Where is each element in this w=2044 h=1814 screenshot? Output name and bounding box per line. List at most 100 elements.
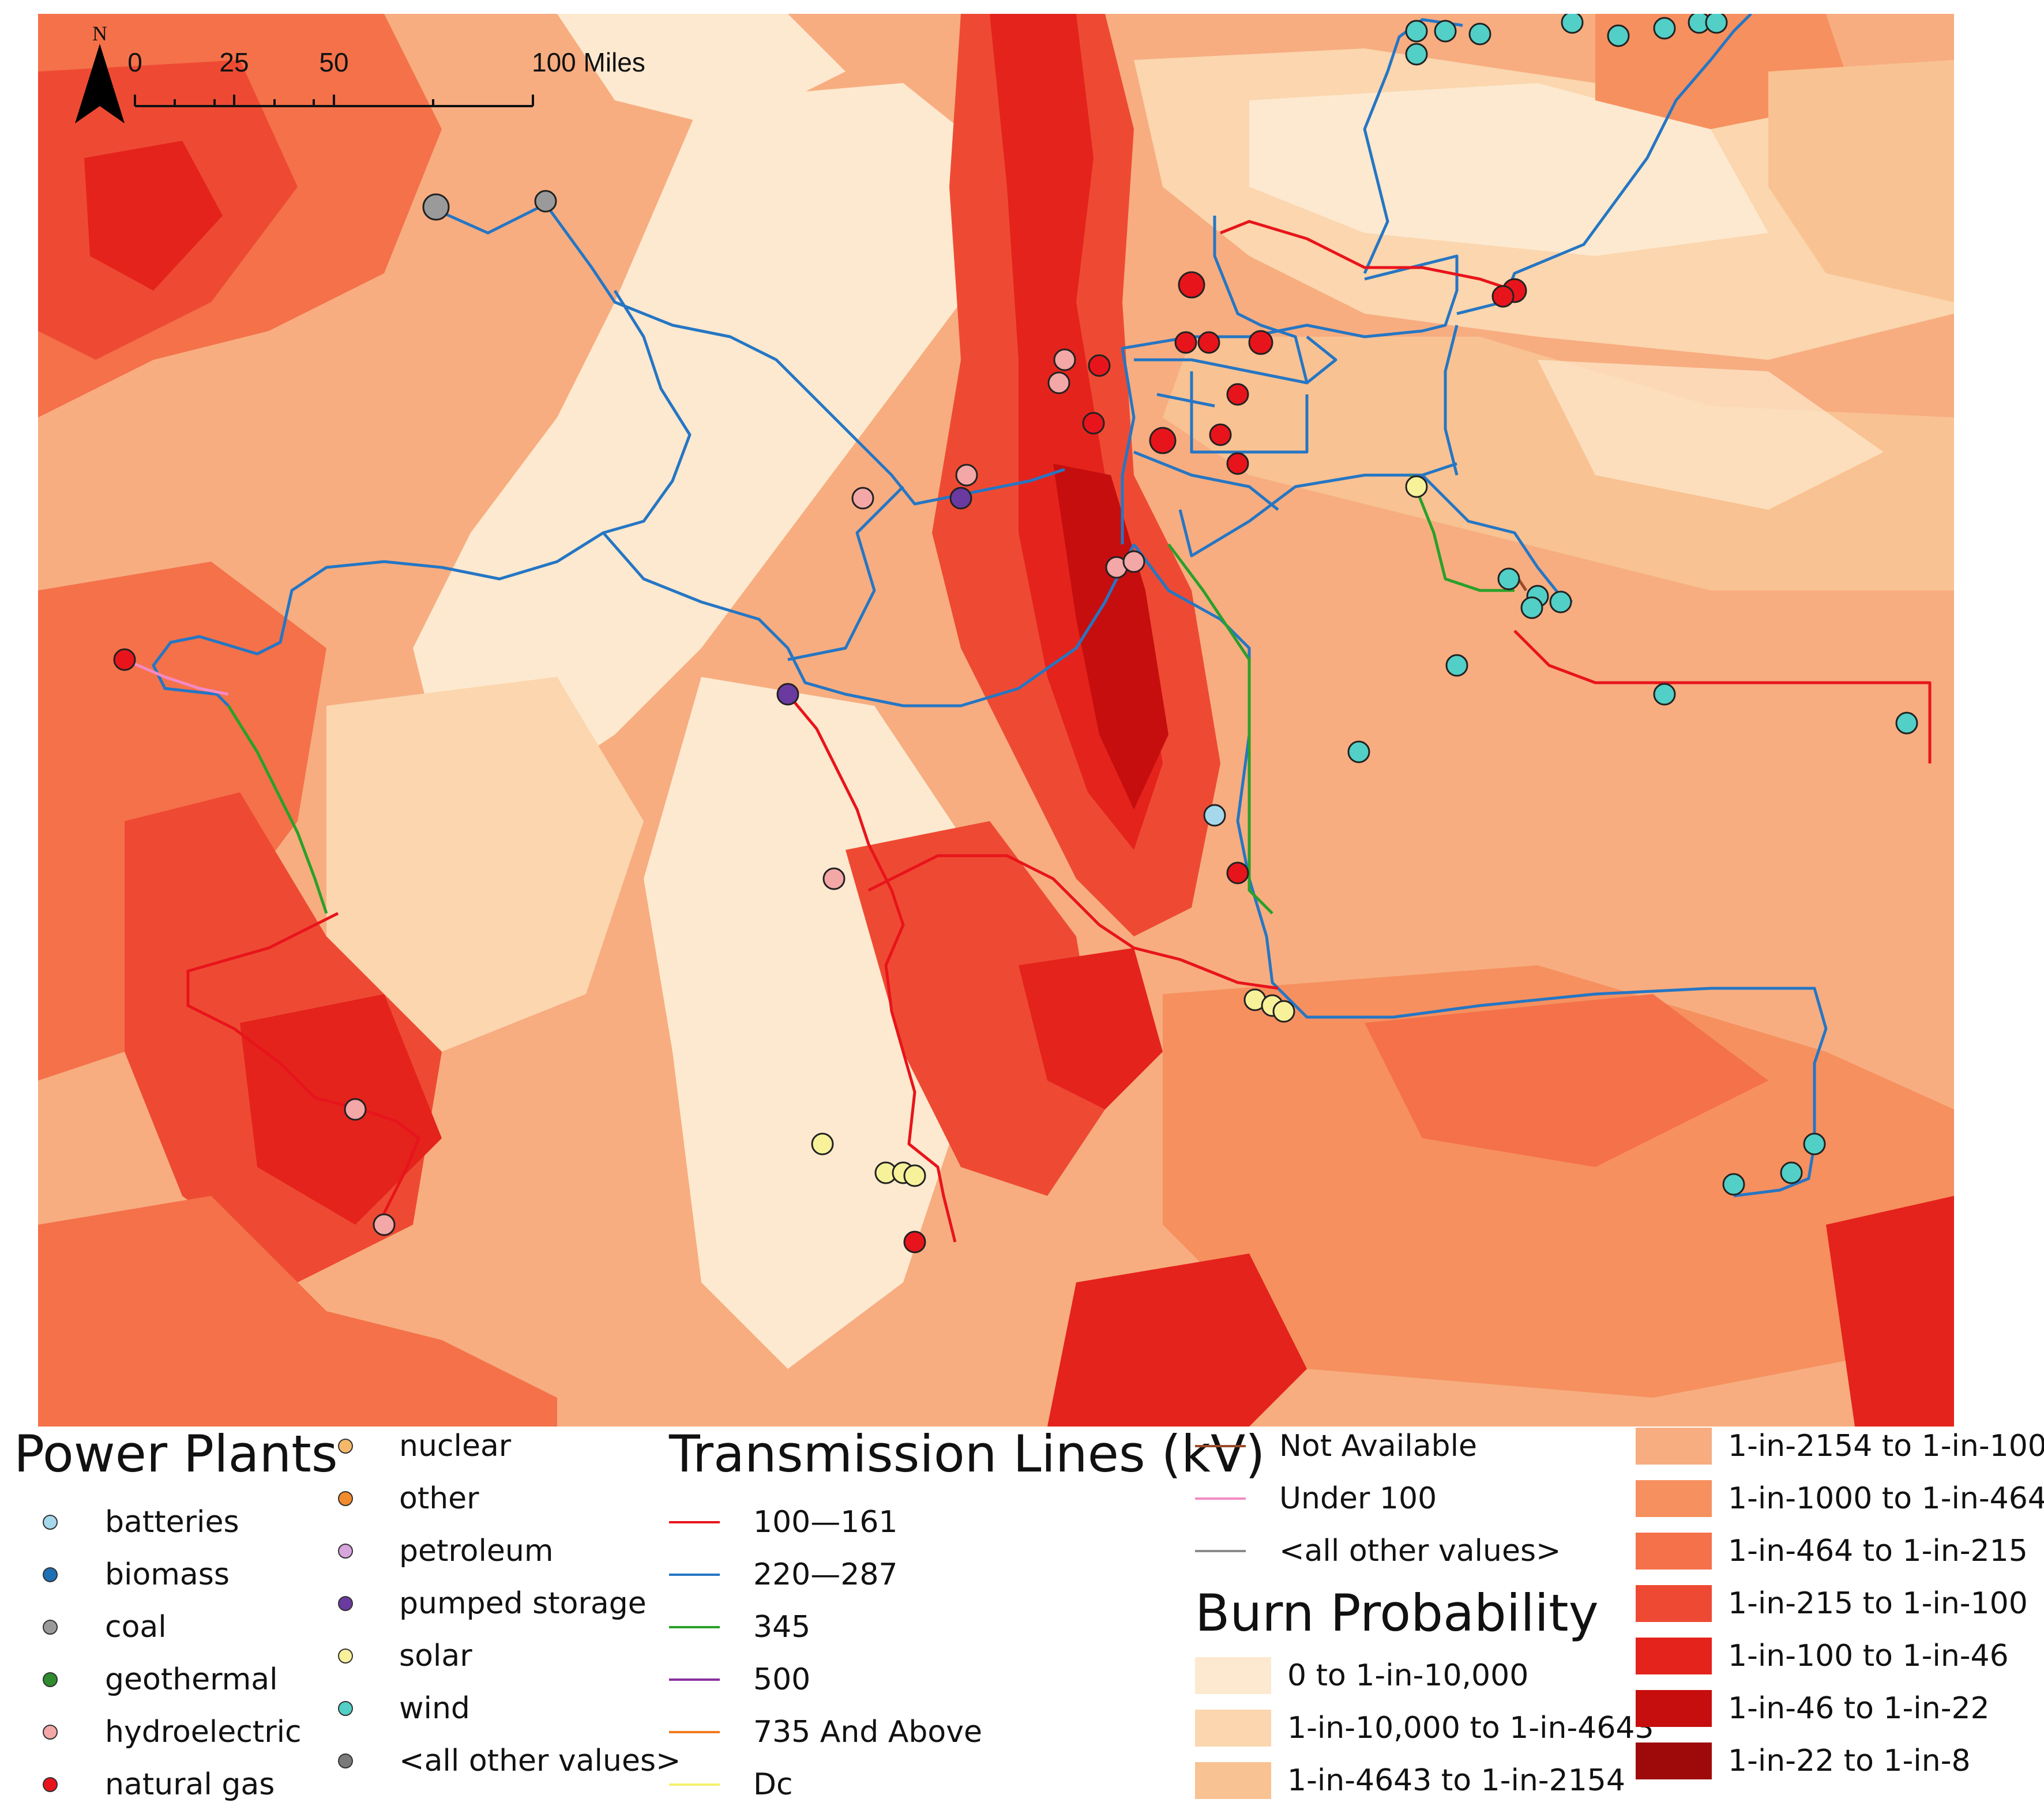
wind-plant-marker[interactable] <box>1405 43 1428 66</box>
transmission-line-under-100[interactable] <box>124 658 229 696</box>
natural-gas-plant-marker[interactable] <box>1248 330 1273 355</box>
transmission-line-345[interactable] <box>1167 543 1273 914</box>
wind-plant-marker[interactable] <box>1549 590 1572 614</box>
burn-probability-legend-item: 1-in-100 to 1-in-46 <box>1636 1633 2009 1679</box>
power-plant-legend-symbol <box>338 1649 353 1664</box>
power-plant-legend-label: coal <box>105 1610 167 1644</box>
transmission-line-100-161[interactable] <box>787 693 957 1243</box>
transmission-line-100-161[interactable] <box>186 912 420 1236</box>
transmission-line-legend-label: 500 <box>753 1662 811 1697</box>
natural-gas-plant-marker[interactable] <box>1209 423 1232 446</box>
wind-plant-marker[interactable] <box>1722 1173 1745 1196</box>
wind-plant-marker[interactable] <box>1434 20 1457 43</box>
hydroelectric-plant-marker[interactable] <box>822 867 846 890</box>
natural-gas-plant-marker[interactable] <box>1226 452 1249 475</box>
transmission-line-legend-label: 735 And Above <box>753 1715 983 1749</box>
natural-gas-plant-marker[interactable] <box>1491 285 1515 308</box>
natural-gas-plant-marker[interactable] <box>1226 861 1249 885</box>
hydroelectric-plant-marker[interactable] <box>1053 348 1076 371</box>
transmission-line-legend-item: 735 And Above <box>669 1709 982 1755</box>
hydroelectric-plant-marker[interactable] <box>955 464 978 487</box>
power-plant-legend-label: natural gas <box>105 1767 275 1802</box>
solar-plant-marker[interactable] <box>811 1132 834 1156</box>
hydroelectric-plant-marker[interactable] <box>1047 371 1070 394</box>
power-plant-legend-symbol <box>338 1596 353 1611</box>
batteries-plant-marker[interactable] <box>1203 804 1226 827</box>
burn-probability-legend-label: 1-in-46 to 1-in-22 <box>1728 1691 1990 1726</box>
wind-plant-marker[interactable] <box>1803 1132 1826 1156</box>
hydroelectric-plant-marker[interactable] <box>851 487 874 510</box>
coal-plant-marker[interactable] <box>422 193 450 221</box>
burn-probability-legend-title: Burn Probability <box>1195 1583 1599 1643</box>
transmission-line-100-161[interactable] <box>1220 220 1515 292</box>
wind-plant-marker[interactable] <box>1561 14 1584 34</box>
power-plant-legend-label: geothermal <box>105 1662 278 1697</box>
burn-probability-legend-item: 1-in-464 to 1-in-215 <box>1636 1528 2028 1574</box>
power-plant-legend-label: petroleum <box>399 1534 554 1568</box>
wind-plant-marker[interactable] <box>1780 1161 1803 1184</box>
pumped-storage-plant-marker[interactable] <box>776 683 799 706</box>
power-plant-legend-label: hydroelectric <box>105 1715 302 1749</box>
natural-gas-plant-marker[interactable] <box>1226 383 1249 406</box>
scale-bar: 0 25 50 100 Miles <box>127 47 645 107</box>
power-plant-legend-item: <all other values> <box>338 1738 681 1784</box>
natural-gas-plant-marker[interactable] <box>1174 331 1197 354</box>
natural-gas-plant-marker[interactable] <box>903 1230 926 1254</box>
power-plant-legend-symbol <box>43 1725 58 1740</box>
transmission-line-220-287[interactable] <box>602 532 1136 707</box>
transmission-line-legend-symbol <box>669 1521 720 1523</box>
transmission-line-220-287[interactable] <box>1121 254 1459 544</box>
hydroelectric-plant-marker[interactable] <box>373 1213 396 1236</box>
transmission-line-100-161[interactable] <box>1513 630 1932 763</box>
transmission-line-legend-symbol <box>669 1678 720 1681</box>
transmission-line-220-287[interactable] <box>787 486 904 661</box>
transmission-line-220-287[interactable] <box>152 289 692 707</box>
solar-plant-marker[interactable] <box>1272 1000 1295 1023</box>
power-plant-legend-item: coal <box>43 1604 167 1650</box>
wind-plant-marker[interactable] <box>1520 596 1543 619</box>
solar-plant-marker[interactable] <box>1405 475 1428 498</box>
burn-probability-legend-label: 0 to 1-in-10,000 <box>1287 1658 1529 1693</box>
natural-gas-plant-marker[interactable] <box>113 648 136 671</box>
solar-plant-marker[interactable] <box>903 1164 926 1187</box>
power-plant-legend-label: solar <box>399 1639 472 1673</box>
wind-plant-marker[interactable] <box>1405 20 1428 43</box>
natural-gas-plant-marker[interactable] <box>1197 331 1220 354</box>
wind-plant-marker[interactable] <box>1653 683 1676 706</box>
pumped-storage-plant-marker[interactable] <box>949 487 972 510</box>
hydroelectric-plant-marker[interactable] <box>1122 550 1145 573</box>
power-plant-legend-item: biomass <box>43 1552 230 1598</box>
transmission-line-legend-item: 100—161 <box>669 1499 898 1545</box>
wind-plant-marker[interactable] <box>1705 14 1728 34</box>
wind-plant-marker[interactable] <box>1468 22 1491 46</box>
burn-probability-legend-symbol <box>1636 1690 1712 1727</box>
transmission-line-legend-item: Under 100 <box>1195 1476 1437 1522</box>
burn-probability-map[interactable]: N 0 25 50 100 Miles <box>38 14 1954 1427</box>
natural-gas-plant-marker[interactable] <box>1149 427 1177 454</box>
wind-plant-marker[interactable] <box>1653 17 1676 40</box>
natural-gas-plant-marker[interactable] <box>1178 271 1205 299</box>
transmission-line-legend-symbol <box>1195 1550 1246 1552</box>
natural-gas-plant-marker[interactable] <box>1082 412 1105 435</box>
transmission-line-220-287[interactable] <box>1444 325 1459 476</box>
wind-plant-marker[interactable] <box>1497 567 1520 590</box>
transmission-line-100-161[interactable] <box>867 854 1279 990</box>
power-plant-legend-item: nuclear <box>338 1423 511 1469</box>
hydroelectric-plant-marker[interactable] <box>344 1098 367 1121</box>
wind-plant-marker[interactable] <box>1895 712 1918 735</box>
power-plant-legend-label: wind <box>399 1691 470 1726</box>
wind-plant-marker[interactable] <box>1347 740 1370 763</box>
transmission-line-345[interactable] <box>227 705 328 914</box>
transmission-line-220-287[interactable] <box>1213 216 1309 383</box>
burn-probability-legend-label: 1-in-2154 to 1-in-1000 <box>1728 1429 2044 1463</box>
natural-gas-plant-marker[interactable] <box>1088 354 1111 377</box>
coal-plant-marker[interactable] <box>534 190 557 213</box>
wind-plant-marker[interactable] <box>1445 654 1468 677</box>
transmission-line-220-287[interactable] <box>1133 336 1457 558</box>
burn-probability-legend-symbol <box>1636 1585 1712 1622</box>
wind-plant-marker[interactable] <box>1607 24 1630 47</box>
transmission-line-legend-item: Dc <box>669 1762 793 1808</box>
transmission-line-legend-symbol <box>669 1783 720 1786</box>
transmission-line-345[interactable] <box>1409 475 1515 592</box>
burn-probability-legend-symbol <box>1195 1762 1271 1799</box>
